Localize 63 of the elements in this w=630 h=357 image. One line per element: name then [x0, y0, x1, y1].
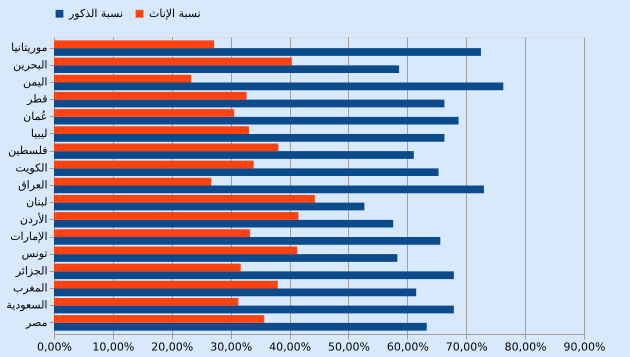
bar: [54, 220, 394, 228]
bar: [54, 65, 400, 74]
bar: [54, 58, 292, 66]
y-tick-label: عُمان: [23, 110, 48, 123]
y-tick-label: موريتانيا: [11, 41, 48, 54]
bar: [54, 306, 454, 314]
bar: [54, 212, 298, 220]
y-tick-label: تونس: [22, 247, 48, 260]
y-tick-label: ليبيا: [30, 126, 48, 140]
bar: [54, 100, 444, 108]
y-tick-label: لبنان: [26, 196, 48, 209]
x-tick-label: 90,00%: [564, 340, 606, 354]
bar: [54, 322, 427, 331]
y-tick-label: البحرين: [13, 58, 48, 72]
bar: [54, 116, 459, 125]
bar: [54, 82, 504, 90]
x-tick-label: 10,00%: [92, 340, 134, 354]
x-tick-label: 30,00%: [210, 340, 252, 354]
y-tick-label: العراق: [18, 178, 48, 192]
x-tick-label: 0,00%: [37, 340, 72, 354]
y-tick-label: الكويت: [15, 161, 48, 174]
x-tick-label: 20,00%: [151, 340, 194, 354]
x-tick-label: 80,00%: [504, 340, 547, 354]
y-tick-label: السعودية: [6, 298, 48, 312]
bar: [54, 229, 250, 238]
y-tick-label: اليمن: [23, 75, 48, 88]
bar: [54, 168, 439, 176]
bar: [54, 151, 414, 159]
bar: [54, 315, 264, 323]
bar: [54, 298, 238, 306]
bar: [54, 48, 481, 56]
bar: [54, 143, 278, 152]
x-tick-label: 70,00%: [446, 340, 488, 354]
bar: [54, 280, 278, 289]
y-tick-label: فلسطين: [8, 144, 48, 158]
y-tick-label: الإمارات: [10, 230, 48, 244]
bar: [54, 92, 247, 100]
bar: [54, 109, 234, 117]
y-tick-label: الجزائر: [14, 264, 48, 278]
x-tick-label: 60,00%: [386, 340, 429, 354]
y-tick-label: مصر: [24, 316, 48, 329]
legend-label: نسبة الذكور: [68, 6, 124, 20]
bar: [54, 40, 214, 48]
bar: [54, 126, 249, 134]
bar: [54, 134, 444, 142]
y-tick-label: المغرب: [13, 282, 48, 295]
bar: [54, 271, 454, 280]
legend-label: نسبة الإناث: [149, 6, 201, 20]
bar: [54, 246, 298, 254]
bar: [54, 160, 254, 168]
bar: [54, 178, 212, 186]
bar: [54, 194, 315, 203]
x-tick-label: 40,00%: [269, 340, 312, 354]
bar: [54, 254, 398, 262]
bar: [54, 74, 192, 82]
bar: [54, 186, 484, 194]
bar: [54, 237, 440, 245]
x-tick-label: 50,00%: [328, 340, 370, 354]
bar: [54, 202, 364, 210]
bar: [54, 264, 241, 272]
y-tick-label: قطر: [26, 92, 48, 106]
y-tick-label: الأردن: [20, 212, 48, 226]
bar: [54, 288, 416, 296]
